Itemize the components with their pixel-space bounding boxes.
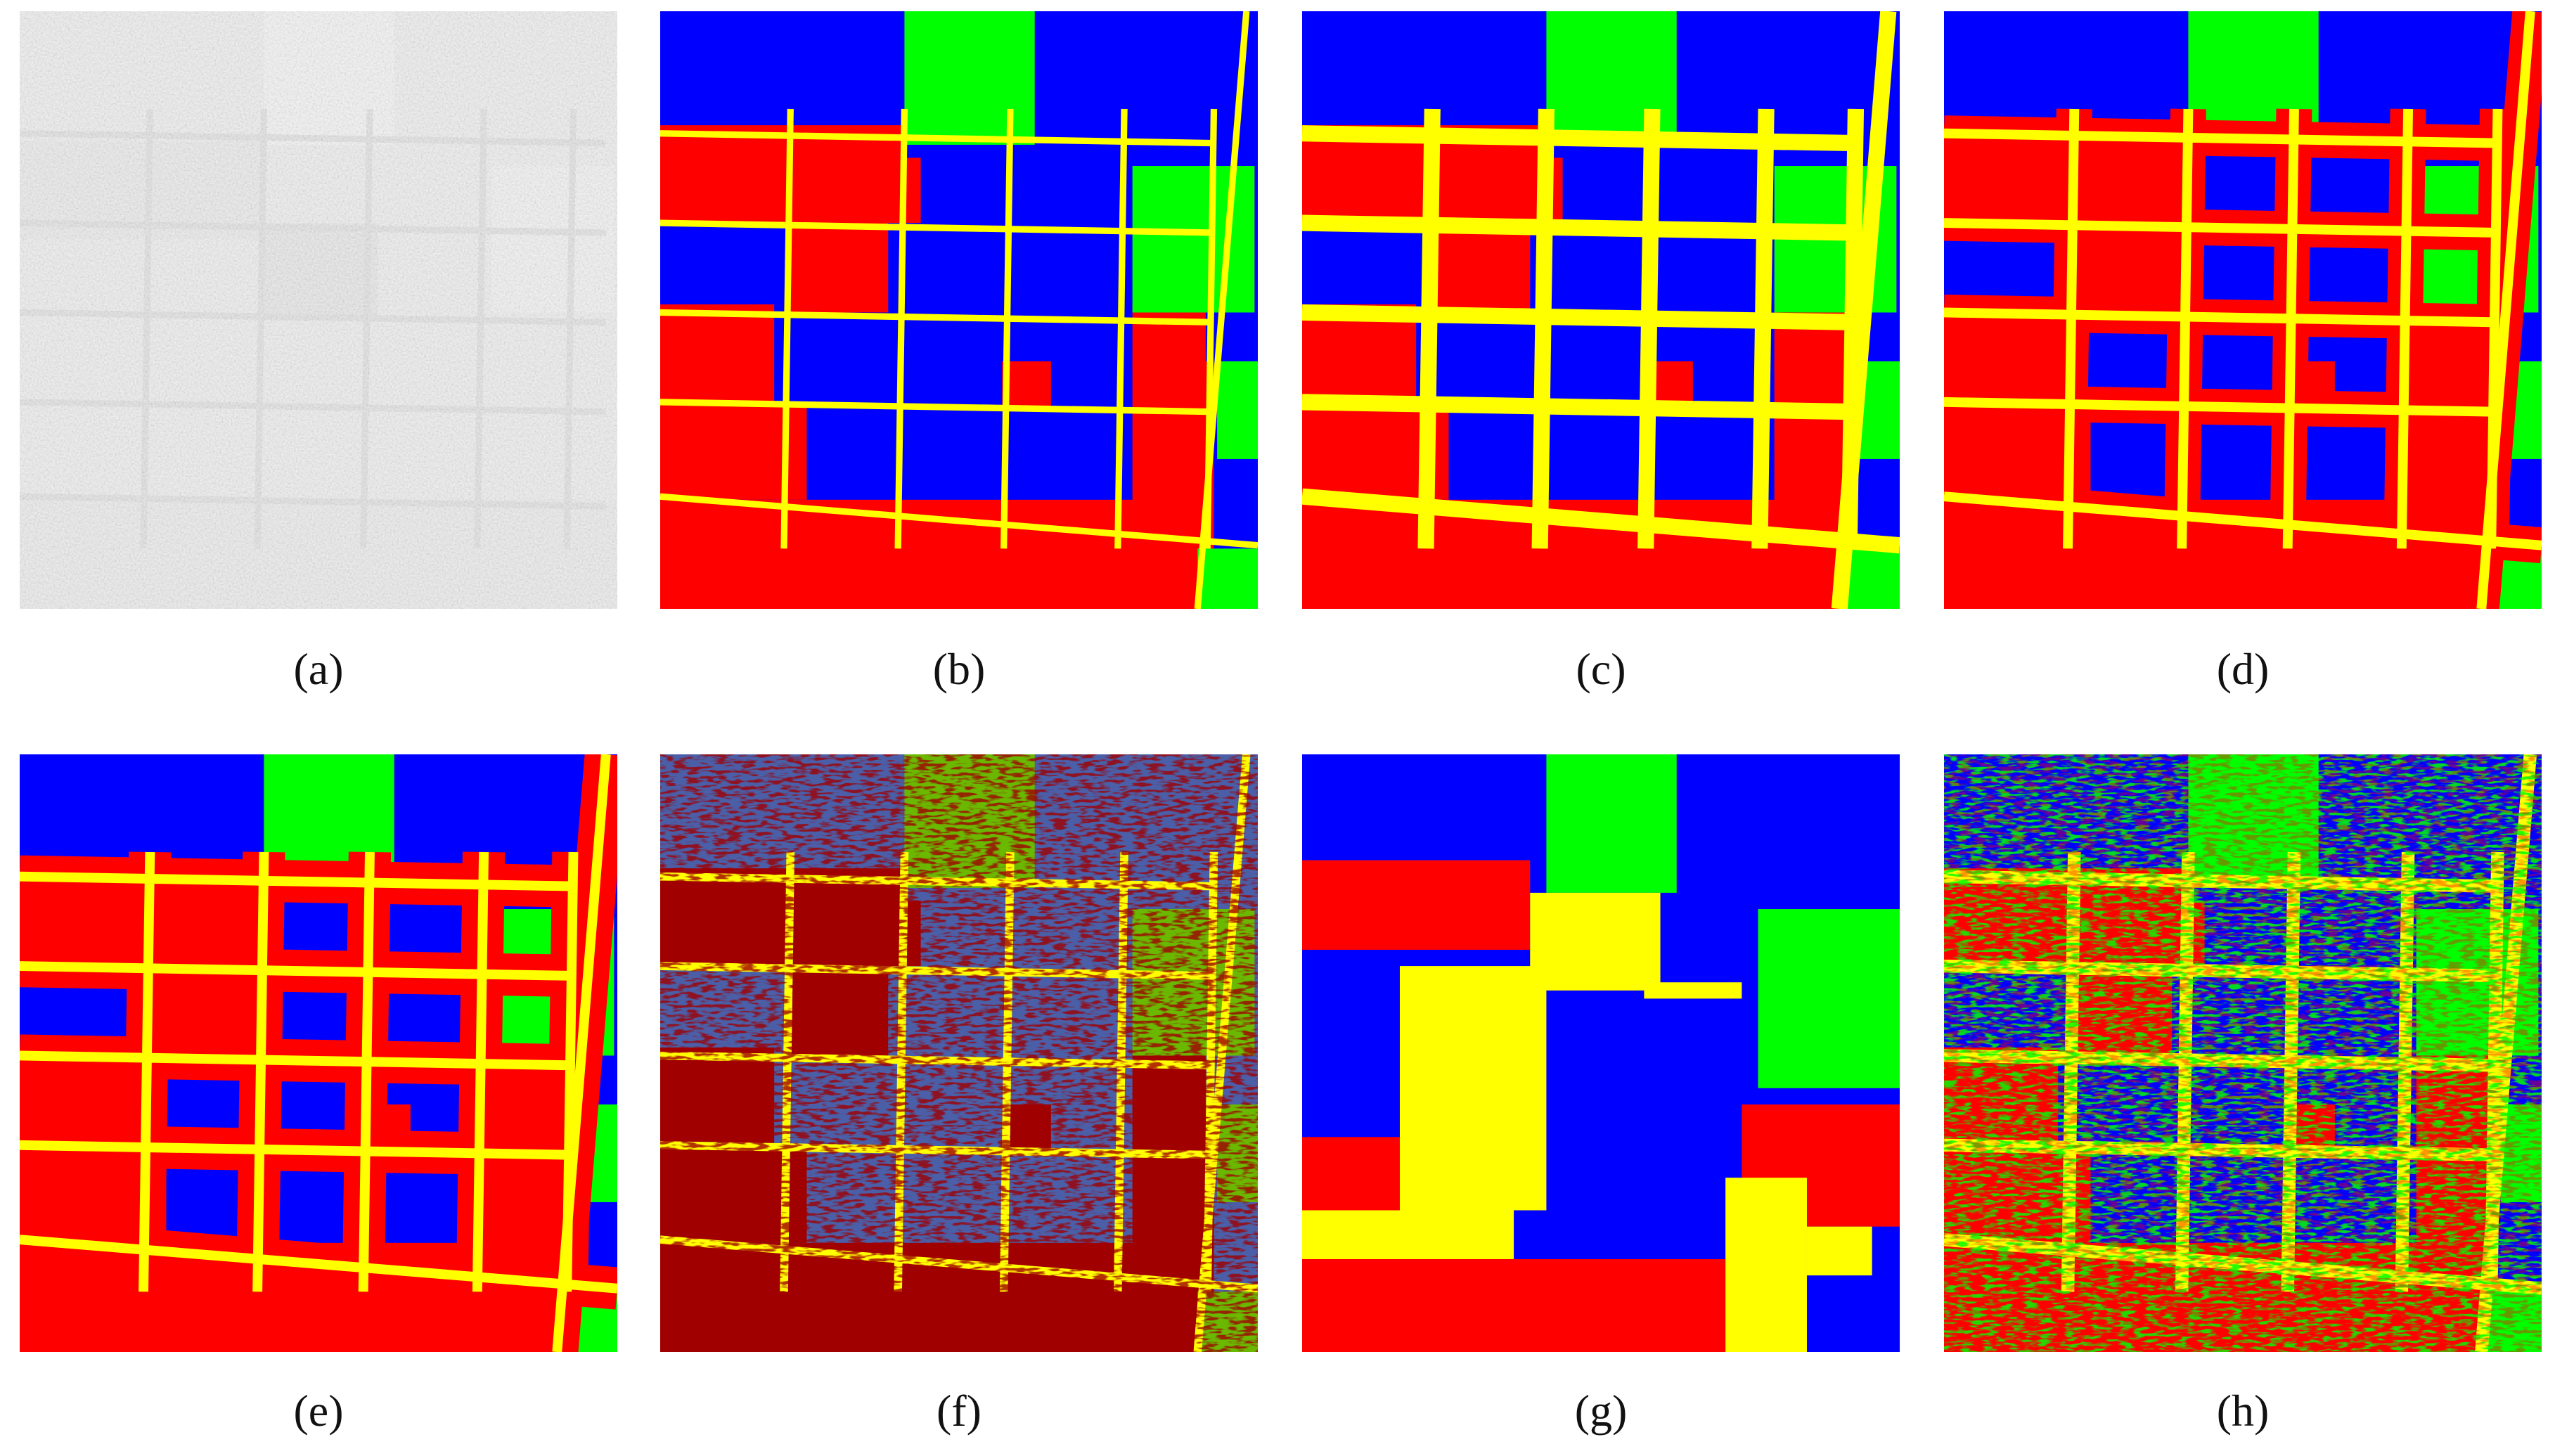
noise (20, 11, 617, 609)
region (660, 125, 905, 224)
region (1806, 1226, 1872, 1276)
panel-label: (f) (937, 1386, 982, 1436)
road (1944, 491, 2542, 550)
panel-image (20, 11, 617, 609)
panel-image (660, 754, 1258, 1352)
panel-image (1944, 11, 2542, 609)
region (1644, 982, 1742, 999)
road (1637, 108, 1661, 549)
road (1302, 214, 1856, 241)
road (660, 493, 1258, 549)
road (20, 1235, 617, 1294)
road (358, 851, 375, 1292)
road (780, 108, 794, 549)
road (1831, 11, 1897, 609)
region (1302, 1210, 1514, 1259)
panel-label: (b) (932, 644, 986, 694)
noise (660, 754, 1258, 1352)
noise (1944, 754, 2542, 1352)
region (1132, 166, 1255, 313)
road (2282, 108, 2299, 549)
panel-image (1944, 754, 2542, 1352)
panel-label: (c) (1576, 644, 1626, 694)
region (1399, 966, 1547, 1211)
road (894, 108, 908, 549)
region (1530, 892, 1661, 991)
panel-image (1302, 11, 1900, 609)
road (2177, 108, 2194, 549)
road (252, 851, 269, 1292)
road (472, 851, 489, 1292)
road (1000, 108, 1014, 549)
panel-label: (g) (1574, 1386, 1628, 1436)
region (1725, 1178, 1807, 1352)
road (1417, 108, 1441, 549)
road (2476, 11, 2535, 609)
road (1751, 108, 1775, 549)
panel-label: (e) (293, 1386, 344, 1436)
panel-image (20, 754, 617, 1352)
road (1302, 488, 1900, 554)
region (1217, 361, 1258, 459)
region (1197, 548, 1258, 609)
panel-image (660, 11, 1258, 609)
region (1546, 754, 1677, 893)
region (1302, 1258, 1758, 1352)
road (139, 851, 155, 1292)
road (552, 754, 611, 1352)
road (2063, 108, 2080, 549)
road (1302, 394, 1856, 420)
region (904, 11, 1035, 145)
panel-image (1302, 754, 1900, 1352)
road (2396, 108, 2414, 549)
panel-label: (a) (293, 644, 344, 694)
region (1758, 909, 1900, 1088)
region (1302, 860, 1531, 950)
panel-label: (h) (2216, 1386, 2270, 1436)
road (1114, 108, 1128, 549)
region (1002, 361, 1051, 411)
panel-label: (d) (2216, 644, 2270, 694)
region (1132, 304, 1206, 370)
region (660, 304, 775, 402)
road (1194, 11, 1250, 609)
region (790, 214, 889, 313)
road (1302, 304, 1856, 330)
road (1531, 108, 1555, 549)
